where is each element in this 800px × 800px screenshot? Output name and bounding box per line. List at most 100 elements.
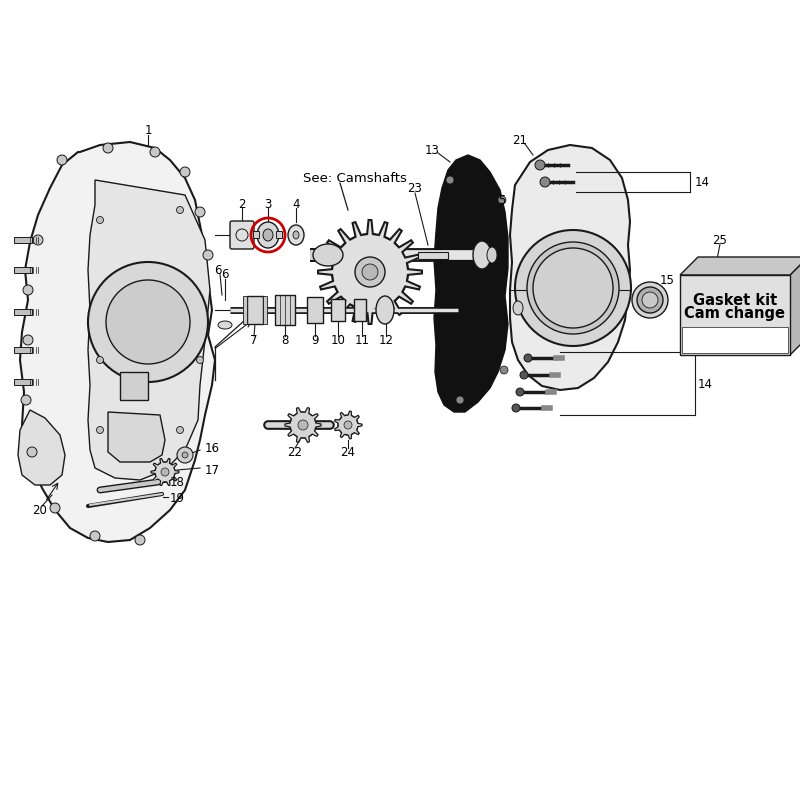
Circle shape — [197, 357, 203, 363]
Text: 9: 9 — [311, 334, 318, 346]
Text: 3: 3 — [264, 198, 272, 210]
Ellipse shape — [313, 244, 343, 266]
Circle shape — [524, 354, 532, 362]
Ellipse shape — [257, 222, 279, 248]
Circle shape — [338, 415, 358, 435]
Circle shape — [290, 412, 316, 438]
Text: 14: 14 — [698, 378, 713, 390]
Bar — [120, 372, 148, 400]
Text: 12: 12 — [378, 334, 394, 346]
Circle shape — [88, 262, 208, 382]
Text: 13: 13 — [425, 143, 439, 157]
Polygon shape — [790, 257, 800, 355]
Polygon shape — [434, 155, 508, 412]
Text: 21: 21 — [513, 134, 527, 146]
Polygon shape — [20, 142, 215, 542]
Text: 18: 18 — [170, 475, 185, 489]
Circle shape — [182, 452, 188, 458]
Text: 10: 10 — [330, 334, 346, 346]
Ellipse shape — [288, 225, 304, 245]
Circle shape — [97, 357, 103, 363]
Text: 15: 15 — [660, 274, 675, 286]
Bar — [354, 299, 366, 321]
Circle shape — [180, 167, 190, 177]
Ellipse shape — [293, 231, 299, 239]
Ellipse shape — [376, 296, 394, 324]
Bar — [247, 296, 263, 324]
Circle shape — [203, 250, 213, 260]
Ellipse shape — [263, 229, 273, 241]
Polygon shape — [108, 412, 165, 462]
Circle shape — [23, 335, 33, 345]
Bar — [263, 296, 267, 324]
FancyBboxPatch shape — [230, 221, 254, 249]
Text: 23: 23 — [407, 182, 422, 194]
Polygon shape — [510, 145, 630, 390]
Polygon shape — [88, 180, 210, 480]
Bar — [275, 295, 295, 325]
Circle shape — [298, 420, 308, 430]
Circle shape — [27, 447, 37, 457]
Bar — [14, 379, 32, 385]
Text: Cam change: Cam change — [685, 306, 786, 321]
Text: See: Camshafts: See: Camshafts — [303, 171, 407, 185]
FancyBboxPatch shape — [254, 231, 259, 238]
Circle shape — [50, 503, 60, 513]
Circle shape — [155, 462, 175, 482]
Bar — [14, 267, 32, 273]
Circle shape — [512, 404, 520, 412]
Bar — [682, 327, 788, 353]
Circle shape — [456, 396, 464, 404]
Circle shape — [97, 426, 103, 434]
Circle shape — [23, 285, 33, 295]
Circle shape — [535, 160, 545, 170]
Text: 6: 6 — [214, 263, 222, 277]
Text: 5: 5 — [498, 194, 506, 206]
Circle shape — [520, 371, 528, 379]
Polygon shape — [285, 407, 321, 442]
Circle shape — [177, 206, 183, 214]
Text: 4: 4 — [292, 198, 300, 210]
Circle shape — [177, 447, 193, 463]
Circle shape — [344, 421, 352, 429]
Polygon shape — [680, 257, 800, 275]
Circle shape — [637, 287, 663, 313]
Circle shape — [106, 280, 190, 364]
Circle shape — [103, 143, 113, 153]
Bar — [418, 252, 448, 259]
Circle shape — [642, 292, 658, 308]
Text: 11: 11 — [354, 334, 370, 346]
Text: 8: 8 — [282, 334, 289, 346]
Text: Gasket kit: Gasket kit — [693, 293, 777, 308]
Circle shape — [632, 282, 668, 318]
Circle shape — [446, 176, 454, 184]
Polygon shape — [334, 411, 362, 439]
Bar — [14, 237, 32, 243]
Circle shape — [21, 395, 31, 405]
Text: 22: 22 — [287, 446, 302, 458]
Bar — [14, 309, 32, 315]
Polygon shape — [151, 458, 179, 486]
FancyBboxPatch shape — [277, 231, 282, 238]
Circle shape — [362, 264, 378, 280]
Text: 1: 1 — [144, 123, 152, 137]
Circle shape — [540, 177, 550, 187]
Circle shape — [97, 217, 103, 223]
Circle shape — [33, 235, 43, 245]
Text: 19: 19 — [170, 491, 185, 505]
Ellipse shape — [473, 241, 491, 269]
Circle shape — [498, 196, 506, 204]
Circle shape — [177, 426, 183, 434]
Text: 7: 7 — [250, 334, 258, 346]
Circle shape — [516, 388, 524, 396]
Text: 6: 6 — [222, 269, 229, 282]
Ellipse shape — [513, 301, 523, 315]
Circle shape — [355, 257, 385, 287]
Text: 16: 16 — [205, 442, 220, 454]
Ellipse shape — [487, 247, 497, 263]
Circle shape — [332, 234, 408, 310]
Bar — [331, 299, 345, 321]
Text: 2: 2 — [238, 198, 246, 210]
Bar — [680, 275, 790, 355]
Circle shape — [57, 155, 67, 165]
